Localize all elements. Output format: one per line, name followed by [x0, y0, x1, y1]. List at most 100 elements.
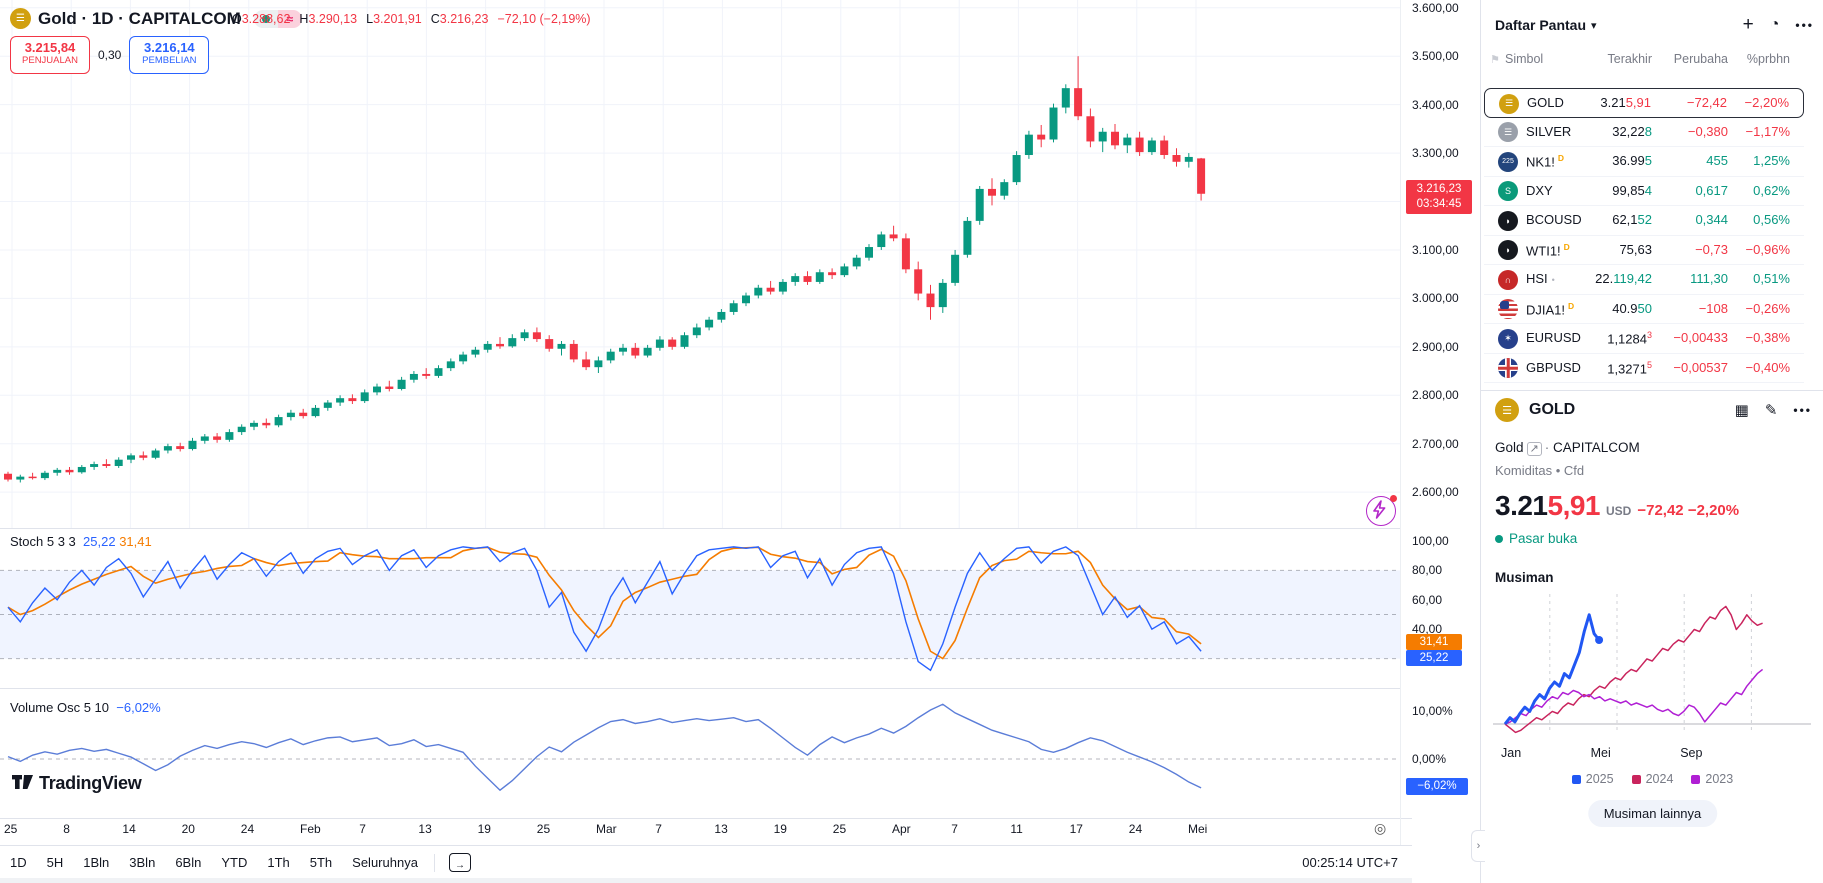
watchlist-row-hsi[interactable]: ∩ HSI • 22.119,42 111,30 0,51%: [1484, 265, 1804, 295]
time-axis-label: 7: [951, 822, 958, 836]
tradingview-logo[interactable]: TradingView: [12, 773, 142, 794]
watchlist-row-bcousd[interactable]: ◗ BCOUSD 62,152 0,344 0,56%: [1484, 206, 1804, 236]
stoch-k-tag: 25,22: [1406, 650, 1462, 666]
watchlist-row-dxy[interactable]: S DXY 99,854 0,617 0,62%: [1484, 177, 1804, 206]
symbol-title[interactable]: Gold · 1D · CAPITALCOM: [38, 8, 241, 28]
range-button-5h[interactable]: 5H: [46, 855, 64, 870]
legend-swatch: [1691, 774, 1701, 784]
range-button-ytd[interactable]: YTD: [221, 855, 248, 870]
percent-change: −0,26%: [1745, 300, 1790, 316]
gold-logo-icon: ☰: [10, 8, 31, 29]
external-link-icon[interactable]: ↗: [1526, 442, 1542, 456]
range-button-5th[interactable]: 5Th: [309, 855, 333, 870]
range-button-1d[interactable]: 1D: [10, 855, 27, 870]
watchlist-row-silver[interactable]: ☰ SILVER 32,228 −0,380 −1,17%: [1484, 118, 1804, 147]
change-value: −0,73: [1695, 241, 1728, 257]
market-status-pill[interactable]: ≈: [253, 9, 302, 28]
buy-button[interactable]: 3.216,14 PEMBELIAN: [129, 36, 210, 74]
panel-collapse-handle[interactable]: ›: [1471, 830, 1485, 862]
price-axis-label: 3.400,00: [1412, 97, 1459, 112]
seasonal-month-label: Mei: [1590, 746, 1611, 760]
stoch-axis-label: 60,00: [1412, 592, 1443, 607]
watchlist-row-nk1[interactable]: 225 NK1! D 36.995 455 1,25%: [1484, 147, 1804, 177]
watchlist-row-djia1[interactable]: DJIA1! D 40.950 −108 −0,26%: [1484, 295, 1804, 324]
price-axis-label: 3.000,00: [1412, 291, 1459, 306]
watchlist-column-headers: ⚑ Simbol Terakhir Perubaha %prbhn: [1490, 52, 1790, 66]
stoch-pane-canvas[interactable]: [0, 528, 1400, 688]
delayed-marker: D: [1568, 300, 1575, 311]
last-price: 75,63: [1619, 241, 1652, 257]
range-button-3bln[interactable]: 3Bln: [129, 855, 156, 870]
pie-chart-icon[interactable]: ◔: [1769, 16, 1780, 33]
range-button-seluruhnya[interactable]: Seluruhnya: [352, 855, 418, 870]
pane-separator[interactable]: [0, 528, 1400, 529]
range-button-6bln[interactable]: 6Bln: [175, 855, 202, 870]
more-seasonals-button[interactable]: Musiman lainnya: [1587, 800, 1718, 827]
tradingview-glyph-icon: [12, 775, 33, 789]
detail-symbol-link[interactable]: Gold ↗ · CAPITALCOM: [1495, 440, 1640, 456]
watchlist-more-icon[interactable]: •••: [1795, 18, 1814, 32]
sell-button[interactable]: 3.215,84 PENJUALAN: [10, 36, 90, 74]
trade-buttons: 3.215,84 PENJUALAN 0,30 3.216,14 PEMBELI…: [10, 36, 210, 74]
range-button-1th[interactable]: 1Th: [267, 855, 290, 870]
add-symbol-icon[interactable]: +: [1742, 14, 1754, 35]
price-axis[interactable]: 3.600,00 3.500,00 3.400,00 3.300,00 3.100,00…: [1400, 0, 1480, 818]
watchlist-row-eurusd[interactable]: ✶ EURUSD 1,12843 −0,00433 −0,38%: [1484, 324, 1804, 354]
session-settings-icon[interactable]: ◎: [1374, 820, 1387, 836]
gbpusd-badge-icon: [1498, 358, 1518, 378]
watchlist-row-gold[interactable]: ☰ GOLD 3.215,91 −72,42 −2,20%: [1484, 88, 1804, 118]
nk1!-badge-icon: 225: [1498, 151, 1518, 172]
clock-timezone[interactable]: 00:25:14 UTC+7: [1302, 855, 1398, 870]
wti1!-badge-icon: ◗: [1498, 240, 1518, 260]
stoch-d-tag: 31,41: [1406, 634, 1462, 650]
seasonal-chart[interactable]: [1489, 588, 1819, 743]
detail-instrument-type: Komiditas • Cfd: [1495, 463, 1585, 478]
djia1!-badge-icon: [1498, 299, 1518, 319]
symbol-header[interactable]: ☰ Gold · 1D · CAPITALCOM ≈: [10, 8, 302, 29]
last-price: 40.950: [1612, 300, 1652, 316]
percent-change: −0,96%: [1745, 241, 1790, 257]
go-to-date-icon[interactable]: →: [448, 853, 471, 872]
volume-osc-pane-canvas[interactable]: [0, 688, 1400, 818]
percent-change: −2,20%: [1744, 95, 1789, 110]
last-price: 62,152: [1612, 212, 1652, 227]
percent-change: −0,38%: [1745, 330, 1790, 345]
change-value: −0,00537: [1673, 359, 1728, 375]
watchlist-row-wti1[interactable]: ◗ WTI1! D 75,63 −0,73 −0,96%: [1484, 236, 1804, 265]
symbol-detail-header: ☰ GOLD ▦ ✎ •••: [1495, 398, 1812, 422]
price-chart-canvas[interactable]: [0, 0, 1400, 528]
price-axis-label: 2.600,00: [1412, 485, 1459, 500]
symbol-name: BCOUSD: [1526, 212, 1582, 227]
seasonal-legend: 2025 2024 2023: [1481, 772, 1823, 786]
lightning-alert-icon[interactable]: [1366, 495, 1397, 526]
detail-more-icon[interactable]: •••: [1793, 403, 1812, 417]
detail-symbol-name: GOLD: [1529, 401, 1576, 418]
price-axis-label: 3.500,00: [1412, 49, 1459, 64]
panel-divider: [1481, 390, 1823, 391]
chevron-down-icon[interactable]: ▾: [1591, 19, 1597, 32]
gold-logo-icon: ☰: [1495, 398, 1519, 422]
bcousd-badge-icon: ◗: [1498, 210, 1518, 231]
edit-icon[interactable]: ✎: [1764, 402, 1778, 419]
legend-item-2023[interactable]: 2023: [1691, 772, 1733, 786]
price-axis-label: 2.700,00: [1412, 436, 1459, 451]
grid-layout-icon[interactable]: ▦: [1734, 402, 1749, 419]
legend-item-2024[interactable]: 2024: [1631, 772, 1673, 786]
range-button-1bln[interactable]: 1Bln: [83, 855, 110, 870]
watchlist-row-gbpusd[interactable]: GBPUSD 1,32715 −0,00537 −0,40%: [1484, 354, 1804, 383]
symbol-name: GBPUSD: [1526, 359, 1581, 375]
last-price-tag: 3.216,23 03:34:45: [1406, 180, 1472, 214]
stoch-axis-label: 100,00: [1412, 534, 1449, 548]
time-axis-label: Feb: [300, 822, 321, 836]
watchlist-title[interactable]: Daftar Pantau: [1495, 17, 1587, 33]
price-axis-label: 3.300,00: [1412, 146, 1459, 161]
seasonal-section-title: Musiman: [1495, 570, 1554, 585]
hsi-badge-icon: ∩: [1498, 269, 1518, 290]
stoch-pane-label[interactable]: Stoch 5 3 3 25,22 31,41: [10, 534, 152, 549]
percent-change: 1,25%: [1753, 153, 1790, 168]
volume-osc-tag: −6,02%: [1406, 778, 1468, 795]
pane-separator[interactable]: [0, 688, 1400, 689]
volume-osc-pane-label[interactable]: Volume Osc 5 10 −6,02%: [10, 700, 161, 715]
legend-item-2025[interactable]: 2025: [1571, 772, 1614, 786]
